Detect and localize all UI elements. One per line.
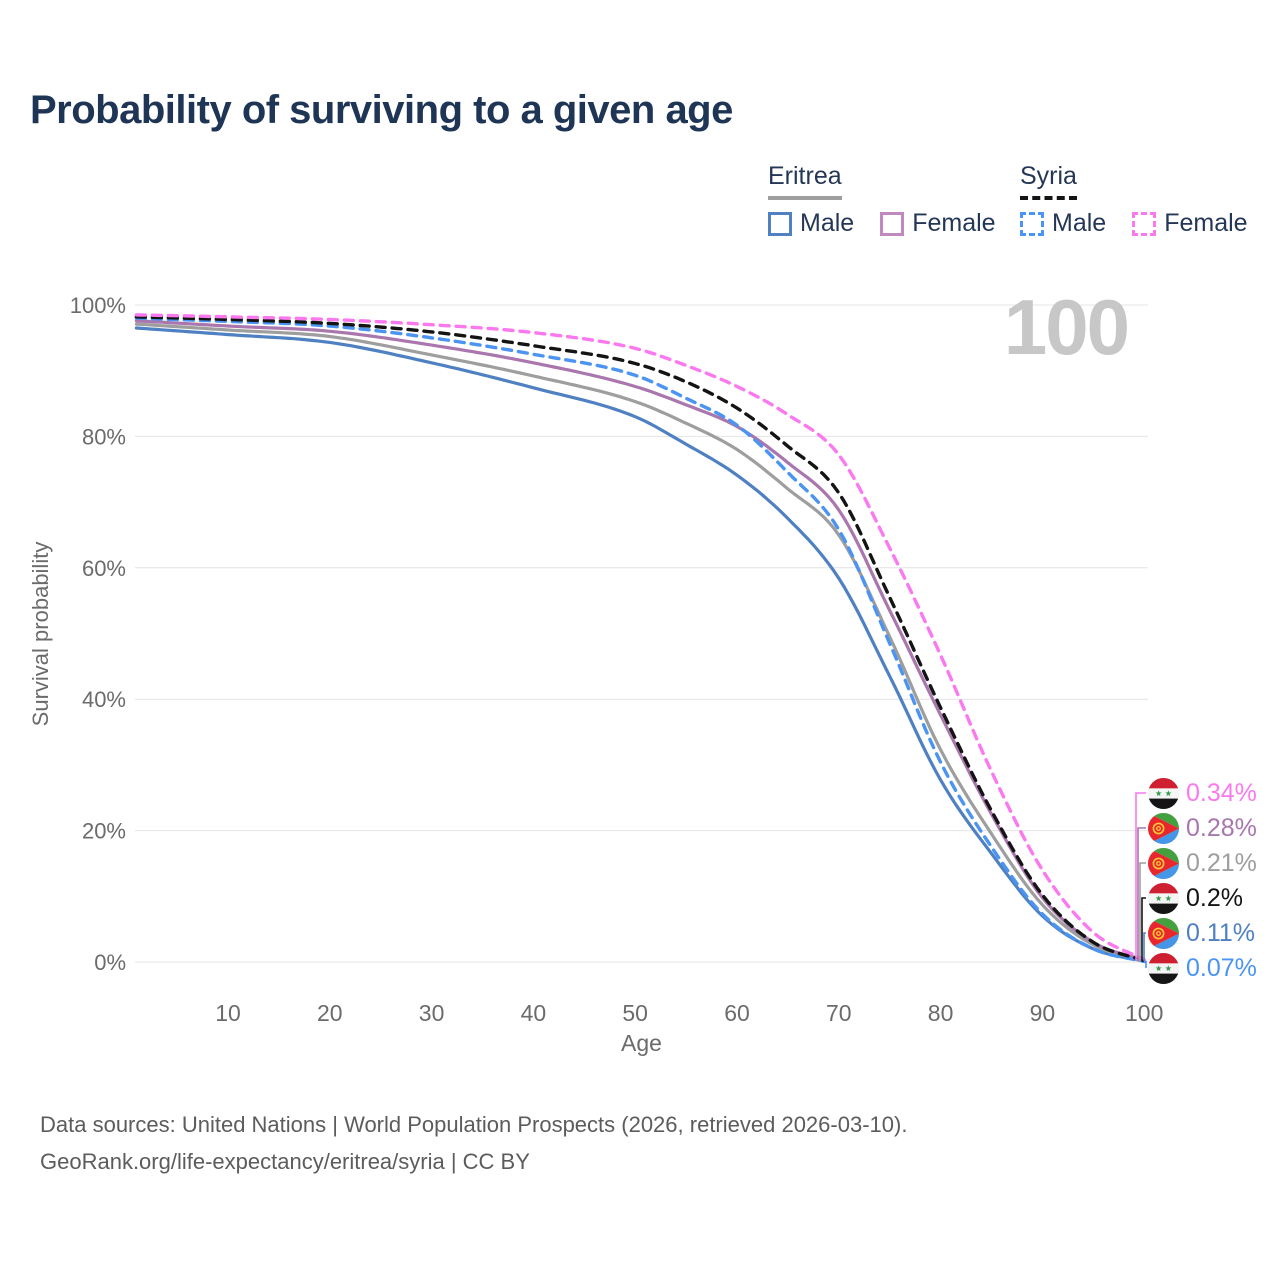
- x-tick-label: 30: [419, 1000, 445, 1026]
- x-tick-label: 20: [317, 1000, 343, 1026]
- series-line-syria-male: [134, 316, 1146, 964]
- x-tick-label: 60: [724, 1000, 750, 1026]
- x-tick-label: 50: [622, 1000, 648, 1026]
- y-tick-label: 40%: [82, 687, 126, 712]
- y-tick-label: 100%: [70, 293, 126, 318]
- end-label-value: 0.28%: [1186, 813, 1257, 842]
- legend-group-syria: Syria Male Female: [1020, 162, 1248, 238]
- end-label-value: 0.34%: [1186, 778, 1257, 807]
- y-axis-title: Survival probability: [28, 542, 53, 727]
- legend-item-eritrea-male[interactable]: Male: [768, 209, 854, 238]
- data-sources-line1: Data sources: United Nations | World Pop…: [40, 1112, 908, 1137]
- end-label-syria-female: 0.34%: [1148, 776, 1257, 810]
- x-tick-label: 80: [928, 1000, 954, 1026]
- x-tick-label: 40: [521, 1000, 547, 1026]
- syria-female-swatch-icon: [1132, 211, 1157, 236]
- x-tick-label: 100: [1125, 1000, 1163, 1026]
- y-tick-label: 20%: [82, 819, 126, 844]
- leader-line: [1144, 960, 1147, 968]
- eritrea-female-swatch-icon: [880, 211, 905, 236]
- end-label-value: 0.11%: [1186, 918, 1256, 947]
- eritrea-male-swatch-icon: [768, 211, 792, 236]
- syria-flag-icon: [1148, 952, 1179, 984]
- age-counter-watermark: 100: [1003, 283, 1130, 371]
- end-label-eritrea-both-sexes: 0.21%: [1148, 846, 1257, 880]
- end-label-value: 0.07%: [1186, 953, 1257, 982]
- legend-group-eritrea: Eritrea Male Female: [768, 162, 996, 238]
- legend-item-syria-male[interactable]: Male: [1020, 209, 1106, 238]
- legend: Eritrea Male Female Syria Male: [0, 0, 1280, 250]
- series-line-eritrea-male: [134, 326, 1146, 963]
- chart-title: Probability of surviving to a given age: [30, 88, 733, 132]
- x-tick-label: 70: [826, 1000, 852, 1026]
- end-label-value: 0.2%: [1186, 883, 1243, 912]
- end-label-syria-male: 0.07%: [1148, 951, 1257, 985]
- legend-country-eritrea[interactable]: Eritrea: [768, 162, 842, 200]
- eritrea-flag-icon: [1148, 917, 1179, 949]
- y-tick-label: 0%: [94, 950, 126, 975]
- legend-item-label: Male: [800, 209, 855, 237]
- end-label-syria-both-sexes: 0.2%: [1148, 881, 1243, 915]
- eritrea-flag-icon: [1148, 812, 1179, 844]
- data-sources-line2: GeoRank.org/life-expectancy/eritrea/syri…: [40, 1143, 907, 1180]
- series-line-eritrea-both-sexes: [134, 322, 1146, 963]
- x-tick-label: 10: [215, 1000, 241, 1026]
- end-label-eritrea-female: 0.28%: [1148, 811, 1257, 845]
- license-text: | CC BY: [444, 1149, 530, 1175]
- syria-flag-icon: [1148, 882, 1179, 914]
- series-line-syria-female: [134, 313, 1146, 962]
- end-label-eritrea-male: 0.11%: [1148, 916, 1255, 950]
- legend-item-eritrea-female[interactable]: Female: [880, 209, 996, 238]
- legend-item-label: Female: [912, 209, 996, 237]
- leader-line: [1143, 932, 1146, 962]
- y-tick-label: 80%: [82, 424, 126, 449]
- x-axis-title: Age: [621, 1030, 662, 1056]
- syria-flag-icon: [1148, 777, 1179, 809]
- syria-male-swatch-icon: [1020, 211, 1044, 236]
- leader-line: [1139, 862, 1146, 962]
- legend-item-syria-female[interactable]: Female: [1132, 209, 1248, 238]
- end-label-value: 0.21%: [1186, 848, 1257, 877]
- x-tick-label: 90: [1030, 1000, 1056, 1026]
- series-line-syria-both-sexes: [134, 315, 1146, 963]
- legend-country-syria[interactable]: Syria: [1020, 162, 1077, 200]
- data-sources: Data sources: United Nations | World Pop…: [40, 1106, 907, 1181]
- georank-link[interactable]: GeoRank.org/life-expectancy/eritrea/syri…: [40, 1149, 445, 1175]
- series-line-eritrea-female: [134, 319, 1146, 962]
- y-tick-label: 60%: [82, 556, 126, 581]
- legend-item-label: Female: [1164, 209, 1248, 237]
- legend-item-label: Male: [1052, 209, 1107, 237]
- eritrea-flag-icon: [1148, 847, 1179, 879]
- leader-line: [1141, 897, 1146, 962]
